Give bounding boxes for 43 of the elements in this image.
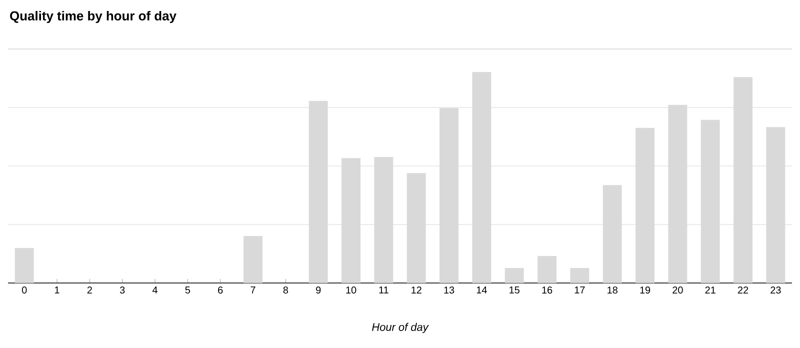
x-tick-label: 2 (87, 286, 92, 294)
bar (766, 127, 786, 283)
bar (636, 128, 654, 283)
bar (734, 77, 752, 283)
bar (668, 104, 688, 283)
x-tick-label: 22 (738, 286, 748, 294)
x-tick-label: 12 (412, 286, 422, 294)
chart-title: Quality time by hour of day (10, 10, 176, 24)
bar (440, 108, 458, 283)
x-tick-label: 19 (640, 286, 650, 294)
bar (342, 158, 360, 283)
x-tick-label: 1 (55, 286, 60, 294)
bar (406, 173, 426, 283)
x-tick-label: 6 (218, 286, 223, 294)
x-tick-label: 5 (185, 286, 190, 294)
x-tick-label: 21 (705, 286, 716, 294)
bar (14, 248, 34, 283)
x-tick-label: 11 (379, 286, 388, 294)
bar (374, 157, 394, 283)
bar (244, 236, 262, 283)
bar (472, 72, 492, 283)
x-tick-label: 16 (542, 286, 552, 294)
x-tick-label: 17 (574, 286, 585, 294)
x-tick-label: 4 (152, 286, 158, 294)
bar (700, 120, 720, 283)
bar (504, 268, 524, 283)
x-tick-label: 13 (444, 286, 454, 294)
x-axis-title: Hour of day (372, 322, 429, 334)
x-tick-label: 9 (316, 286, 321, 294)
x-tick-label: 8 (283, 286, 288, 294)
x-tick-label: 23 (770, 286, 781, 294)
x-tick-label: 3 (120, 286, 125, 294)
x-tick-label: 10 (346, 286, 356, 294)
x-tick-label: 15 (510, 286, 520, 294)
bar (308, 100, 328, 283)
bar (602, 185, 622, 283)
x-tick-label: 0 (22, 286, 27, 294)
x-tick-label: 18 (608, 286, 618, 294)
x-tick-label: 14 (476, 286, 487, 294)
x-tick-label: 7 (250, 286, 256, 294)
x-tick-label: 20 (672, 286, 683, 294)
bar (570, 268, 590, 283)
bar (538, 256, 556, 283)
